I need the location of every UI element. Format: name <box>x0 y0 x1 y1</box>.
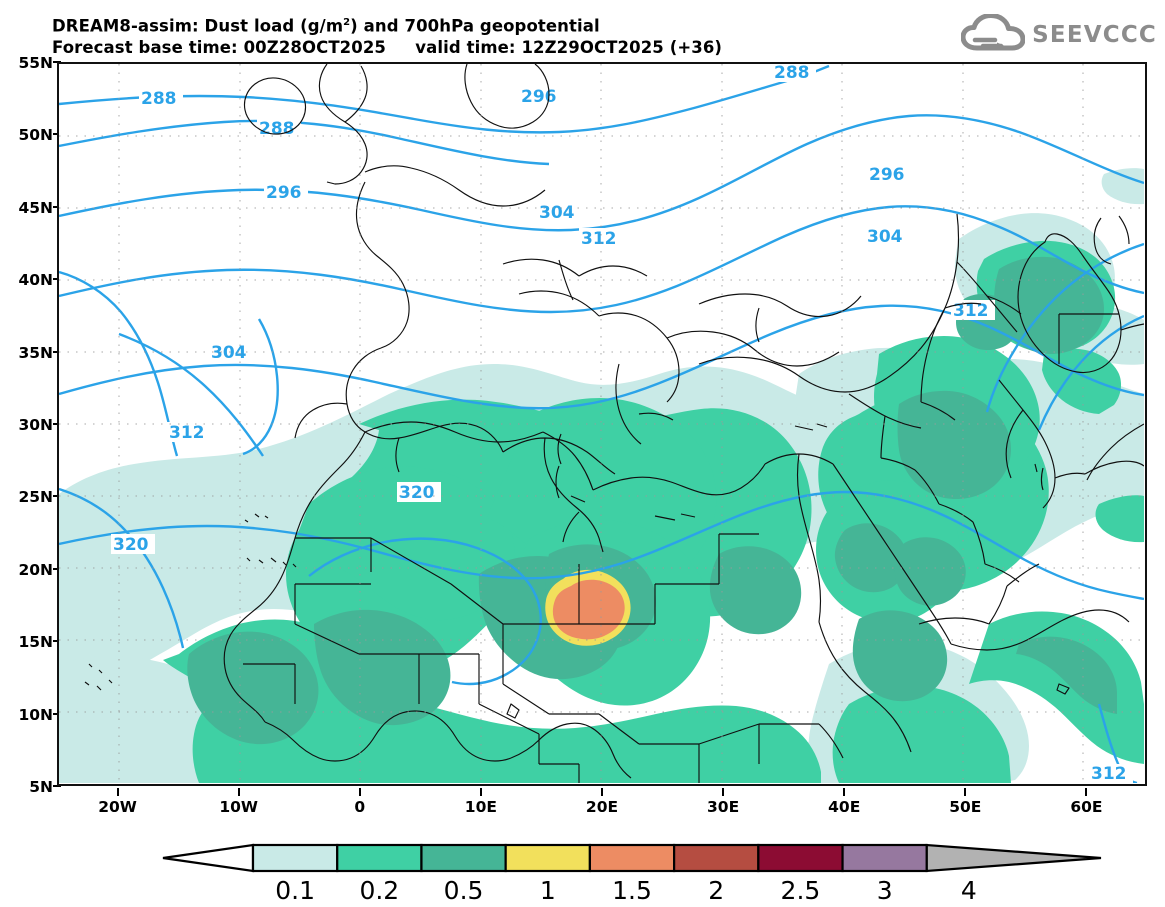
colorbar-tick-label: 0.5 <box>443 876 484 905</box>
colorbar-swatch <box>841 843 928 873</box>
colorbar-tick-label: 2 <box>708 876 725 905</box>
lat-tick-label: 35N <box>18 343 53 362</box>
svg-text:304: 304 <box>539 203 575 223</box>
svg-text:288: 288 <box>774 64 810 83</box>
lat-tick-label: 55N <box>18 54 53 72</box>
colorbar-tick-label: 1 <box>539 876 556 905</box>
lon-tick-mark <box>843 788 846 796</box>
longitude-axis: 20W 10W 0 10E 20E 30E 40E 50E 60E <box>57 788 1147 818</box>
lat-tick-label: 40N <box>18 271 53 290</box>
chart-subtitle: Forecast base time: 00Z28OCT2025 valid t… <box>52 37 723 57</box>
lat-tick-label: 50N <box>18 126 53 145</box>
lon-tick-label: 0 <box>354 798 366 816</box>
latitude-axis: 55N 50N 45N 40N 35N 30N 25N 20N 15N 10N 5N <box>0 54 61 796</box>
lat-tick-mark <box>53 785 61 787</box>
colorbar-tick-label: 0.2 <box>359 876 400 905</box>
lon-tick-mark <box>237 788 240 796</box>
svg-text:304: 304 <box>867 227 903 247</box>
svg-text:320: 320 <box>399 483 435 503</box>
cloud-icon <box>960 13 1026 56</box>
dust-band-0.5 <box>187 256 1117 745</box>
lon-tick-label: 10E <box>464 798 497 816</box>
logo-text: SEEVCCC <box>1032 22 1157 48</box>
lon-tick-mark <box>1085 788 1088 796</box>
svg-text:312: 312 <box>953 301 989 321</box>
svg-text:288: 288 <box>141 89 177 109</box>
svg-text:288: 288 <box>259 119 295 139</box>
lon-tick-label: 30E <box>707 798 740 816</box>
colorbar-tick-label: 3 <box>876 876 893 905</box>
colorbar-swatch <box>420 843 507 873</box>
svg-text:296: 296 <box>266 183 302 203</box>
colorbar-tick-label: 1.5 <box>612 876 652 905</box>
seevccc-logo: SEEVCCC <box>960 13 1157 56</box>
colorbar-under-arrow <box>162 843 255 873</box>
svg-text:312: 312 <box>169 423 205 443</box>
colorbar-tick-label: 4 <box>960 876 977 905</box>
lat-tick-label: 15N <box>18 633 53 652</box>
page-title: DREAM8-assim: Dust load (g/m2) and 700hP… <box>52 16 600 36</box>
dust-load-map: 288 288 288 296 296 296 304 304 304 312 … <box>59 64 1144 783</box>
lat-tick-label: 30N <box>18 416 53 434</box>
chart-header: DREAM8-assim: Dust load (g/m2) and 700hP… <box>52 12 812 58</box>
lat-tick-label: 10N <box>18 705 53 724</box>
lon-tick-label: 60E <box>1070 798 1103 816</box>
svg-text:296: 296 <box>869 165 905 185</box>
lon-tick-label: 50E <box>949 798 982 816</box>
coastlines-and-borders <box>84 64 1144 783</box>
lon-tick-mark <box>479 788 482 796</box>
colorbar-swatch <box>336 843 423 873</box>
lat-tick-label: 45N <box>18 198 53 217</box>
colorbar-tick-label: 0.1 <box>275 876 315 905</box>
colorbar-over-arrow <box>925 843 1102 873</box>
contour-value-labels: 288 288 288 296 296 296 304 304 304 312 … <box>111 64 1133 783</box>
lat-tick-label: 5N <box>29 778 53 796</box>
lat-tick-label: 25N <box>18 488 53 507</box>
lon-tick-mark <box>358 788 361 796</box>
colorbar-swatches <box>162 843 1102 873</box>
svg-text:320: 320 <box>113 535 149 555</box>
lon-tick-mark <box>601 788 603 796</box>
map-plot-area: 288 288 288 296 296 296 304 304 304 312 … <box>57 62 1147 786</box>
lat-lon-grid <box>59 64 1144 783</box>
colorbar-swatch <box>673 843 760 873</box>
svg-text:312: 312 <box>1091 764 1127 783</box>
colorbar-swatch <box>588 843 676 873</box>
svg-text:304: 304 <box>211 343 247 363</box>
lon-tick-label: 20W <box>98 798 137 816</box>
svg-text:312: 312 <box>581 229 617 249</box>
colorbar-tick-label: 2.5 <box>780 876 821 905</box>
lon-tick-mark <box>722 788 725 796</box>
lat-tick-label: 20N <box>18 560 53 579</box>
svg-text:296: 296 <box>521 87 557 107</box>
lon-tick-label: 20E <box>585 798 619 816</box>
colorbar-swatch <box>504 843 591 873</box>
colorbar-swatch <box>757 843 844 873</box>
lon-tick-label: 40E <box>828 798 861 816</box>
colorbar: 0.1 0.2 0.5 1 1.5 2 2.5 3 4 <box>0 840 1165 907</box>
lon-tick-mark <box>964 788 967 796</box>
lon-tick-mark <box>116 788 119 796</box>
colorbar-swatch <box>251 843 339 873</box>
lon-tick-label: 10W <box>219 798 258 816</box>
